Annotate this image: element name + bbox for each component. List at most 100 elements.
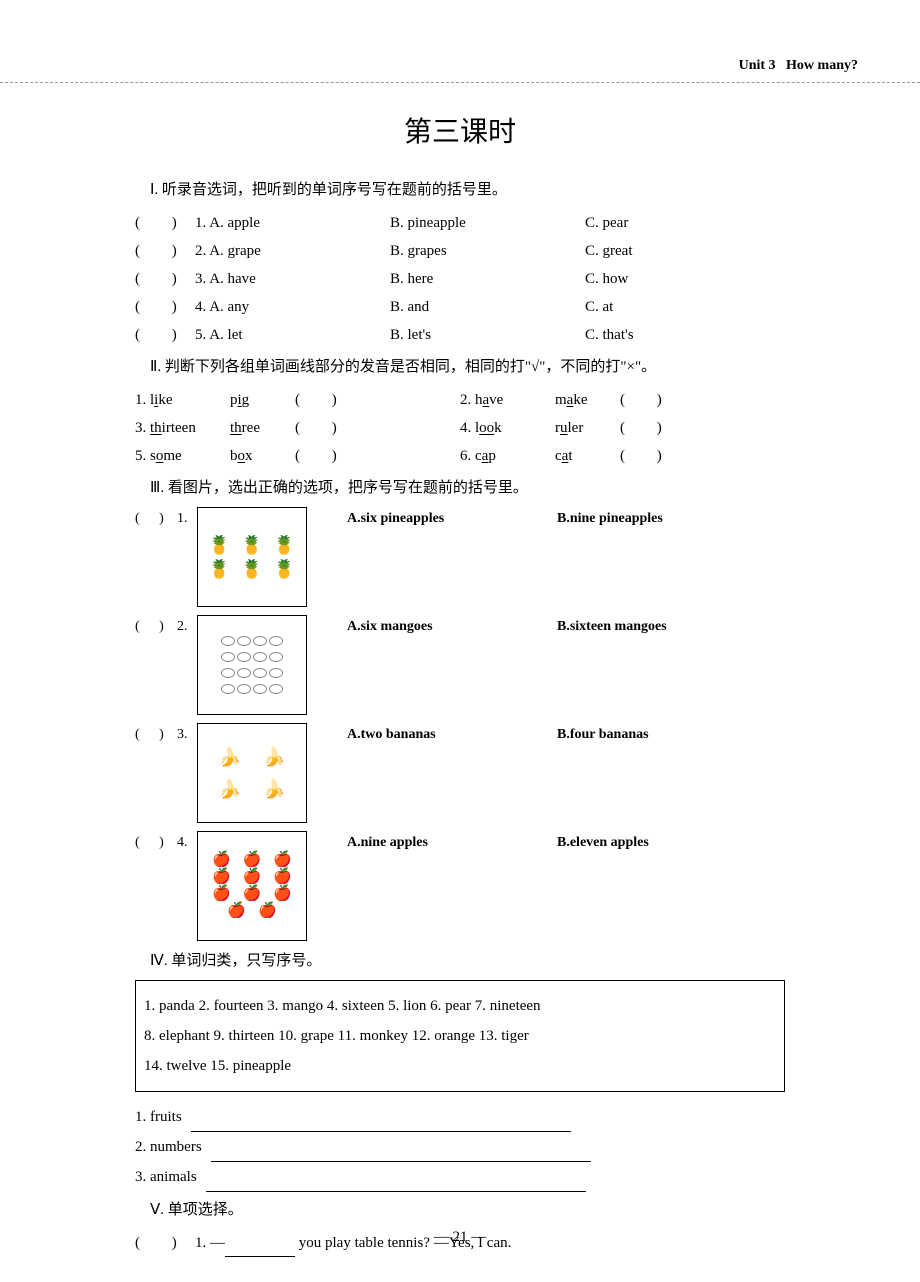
mango-icon	[221, 652, 235, 662]
s2-word: have	[475, 386, 555, 414]
section-5-heading: Ⅴ. 单项选择。	[135, 1198, 785, 1219]
header-divider	[0, 82, 920, 83]
answer-paren[interactable]: ( )	[620, 448, 676, 464]
mango-icon	[221, 668, 235, 678]
s1-opt: C. how	[585, 265, 785, 293]
pineapple-icon: 🍍	[208, 560, 230, 578]
mango-icon	[237, 684, 251, 694]
banana-icon: 🍌	[263, 780, 285, 798]
apple-icon: 🍎	[212, 887, 231, 902]
mango-icon	[269, 636, 283, 646]
answer-paren[interactable]: ( )	[135, 321, 195, 349]
s2-row: 5. somebox( )6. capcat( )	[135, 442, 785, 470]
q-number: 1.	[177, 507, 197, 529]
word-bank-line: 14. twelve 15. pineapple	[144, 1051, 776, 1081]
s3-options: A.six mangoesB.sixteen mangoes	[347, 615, 785, 637]
apple-icon: 🍎	[273, 853, 292, 868]
s3-row: ( )3.🍌🍌🍌🍌A.two bananasB.four bananas	[135, 723, 785, 823]
picture-apples-11: 🍎🍎🍎🍎🍎🍎🍎🍎🍎🍎🍎	[197, 831, 307, 941]
mango-icon	[269, 652, 283, 662]
s1-row: ( ) 1. A. apple B. pineapple C. pear	[135, 209, 785, 237]
answer-paren[interactable]: ( )	[135, 723, 177, 745]
s1-opt: C. at	[585, 293, 785, 321]
answer-paren[interactable]: ( )	[295, 420, 351, 436]
q-number: 3.	[177, 723, 197, 745]
s1-row: ( ) 2. A. grape B. grapes C. great	[135, 237, 785, 265]
mango-icon	[269, 668, 283, 678]
answer-blank[interactable]	[211, 1144, 591, 1162]
s1-row: ( ) 3. A. have B. here C. how	[135, 265, 785, 293]
picture-bananas-4: 🍌🍌🍌🍌	[197, 723, 307, 823]
s3-opt-a: A.six mangoes	[347, 617, 557, 637]
section-1-body: ( ) 1. A. apple B. pineapple C. pear ( )…	[135, 209, 785, 349]
q-number: 4.	[177, 831, 197, 853]
s1-opt: C. pear	[585, 209, 785, 237]
s1-opt: 1. A. apple	[195, 209, 390, 237]
answer-paren[interactable]: ( )	[620, 392, 676, 408]
s1-opt: B. pineapple	[390, 209, 585, 237]
s3-opt-b: B.eleven apples	[557, 835, 649, 850]
apple-icon: 🍎	[273, 870, 292, 885]
apple-icon: 🍎	[243, 887, 262, 902]
answer-paren[interactable]: ( )	[135, 209, 195, 237]
s3-options: A.two bananasB.four bananas	[347, 723, 785, 745]
mango-icon	[237, 668, 251, 678]
s2-word: pig	[230, 386, 295, 414]
answer-paren[interactable]: ( )	[620, 420, 676, 436]
s3-opt-a: A.nine apples	[347, 833, 557, 853]
category-label: 1. fruits	[135, 1109, 182, 1125]
category-label: 2. numbers	[135, 1139, 202, 1155]
mango-icon	[253, 668, 267, 678]
category-line: 3. animals	[135, 1162, 785, 1192]
mango-icon	[221, 636, 235, 646]
apple-icon: 🍎	[243, 853, 262, 868]
section-4-heading: Ⅳ. 单词归类，只写序号。	[135, 949, 785, 970]
s2-word: make	[555, 386, 620, 414]
answer-paren[interactable]: ( )	[135, 831, 177, 853]
mango-icon	[237, 636, 251, 646]
s1-opt: 3. A. have	[195, 265, 390, 293]
answer-paren[interactable]: ( )	[135, 507, 177, 529]
s1-opt: C. great	[585, 237, 785, 265]
s1-opt: 5. A. let	[195, 321, 390, 349]
pineapple-icon: 🍍	[273, 536, 295, 554]
word-bank-line: 8. elephant 9. thirteen 10. grape 11. mo…	[144, 1021, 776, 1051]
s1-opt: B. grapes	[390, 237, 585, 265]
s1-opt: 2. A. grape	[195, 237, 390, 265]
s1-opt: C. that's	[585, 321, 785, 349]
s2-word: look	[475, 414, 555, 442]
apple-icon: 🍎	[227, 904, 246, 919]
s2-row: 1. likepig( )2. havemake( )	[135, 386, 785, 414]
s2-word: cap	[475, 442, 555, 470]
s3-row: ( )1.🍍🍍🍍🍍🍍🍍A.six pineapplesB.nine pineap…	[135, 507, 785, 607]
s2-word: some	[150, 442, 230, 470]
s3-row: ( )2.A.six mangoesB.sixteen mangoes	[135, 615, 785, 715]
pineapple-icon: 🍍	[273, 560, 295, 578]
page-number: — 21 —	[0, 1229, 920, 1246]
apple-icon: 🍎	[212, 853, 231, 868]
answer-paren[interactable]: ( )	[135, 615, 177, 637]
answer-blank[interactable]	[206, 1174, 586, 1192]
banana-icon: 🍌	[219, 780, 241, 798]
answer-paren[interactable]: ( )	[295, 448, 351, 464]
s3-opt-b: B.sixteen mangoes	[557, 619, 667, 634]
s2-word: like	[150, 386, 230, 414]
s2-word: ruler	[555, 414, 620, 442]
picture-pineapples-6: 🍍🍍🍍🍍🍍🍍	[197, 507, 307, 607]
page-content: 第三课时 Ⅰ. 听录音选词，把听到的单词序号写在题前的括号里。 ( ) 1. A…	[135, 110, 785, 1257]
unit-title: How many?	[786, 58, 858, 73]
answer-paren[interactable]: ( )	[135, 237, 195, 265]
s3-options: A.six pineapplesB.nine pineapples	[347, 507, 785, 529]
answer-paren[interactable]: ( )	[135, 265, 195, 293]
answer-paren[interactable]: ( )	[135, 293, 195, 321]
s3-opt-b: B.four bananas	[557, 727, 649, 742]
apple-icon: 🍎	[258, 904, 277, 919]
mango-icon	[253, 652, 267, 662]
category-label: 3. animals	[135, 1169, 197, 1185]
section-3-heading: Ⅲ. 看图片，选出正确的选项，把序号写在题前的括号里。	[135, 476, 785, 497]
answer-paren[interactable]: ( )	[295, 392, 351, 408]
answer-blank[interactable]	[191, 1114, 571, 1132]
banana-icon: 🍌	[219, 748, 241, 766]
page-header: Unit 3 How many?	[739, 58, 858, 74]
s3-opt-a: A.two bananas	[347, 725, 557, 745]
